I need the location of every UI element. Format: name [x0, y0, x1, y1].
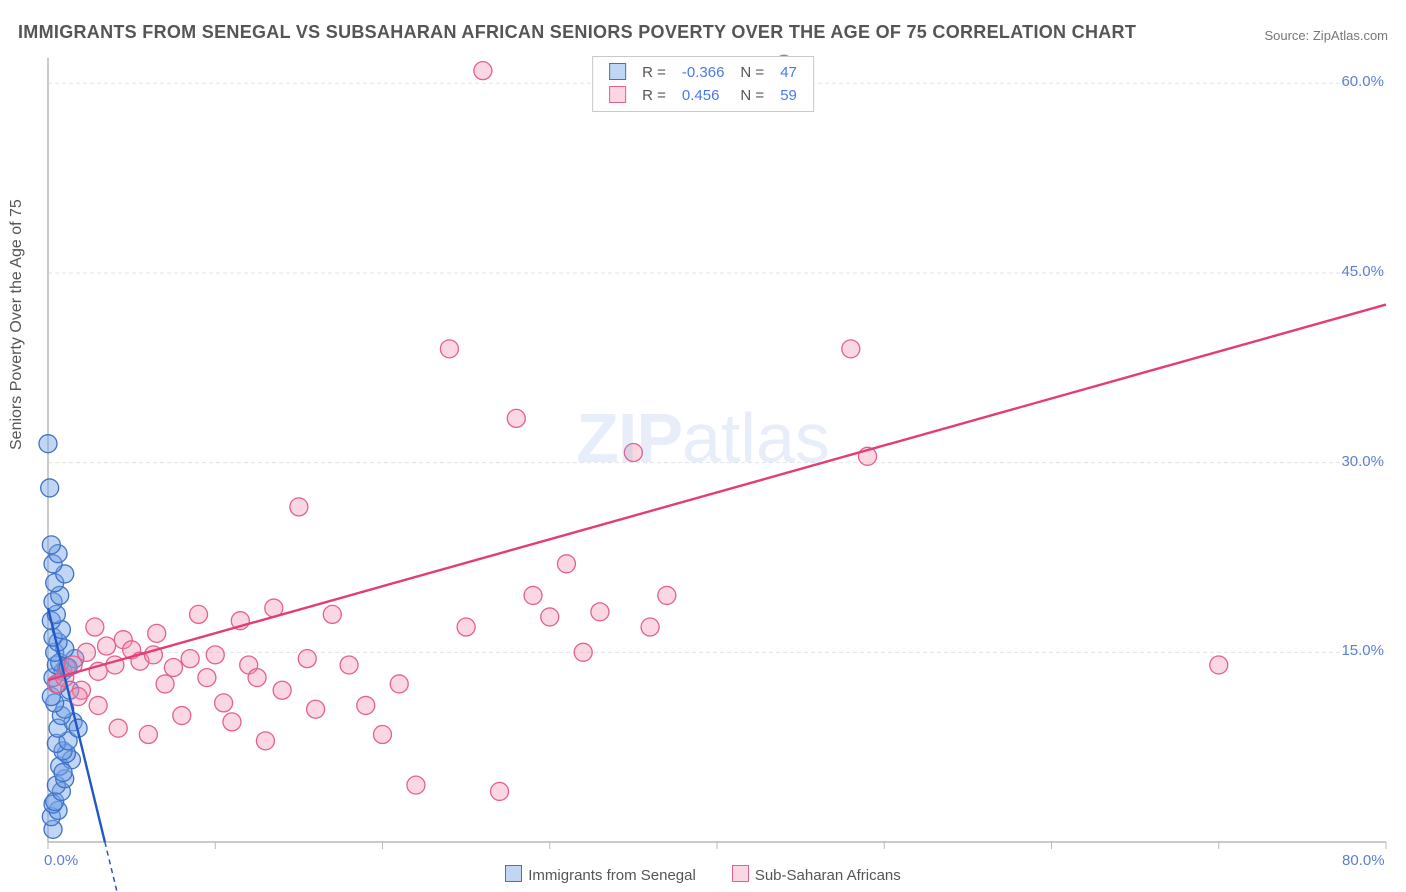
correlation-legend: R =-0.366N =47 R =0.456N =59	[592, 56, 814, 112]
legend-r-value: 0.456	[674, 84, 733, 107]
y-tick-label: 15.0%	[1341, 642, 1384, 659]
y-tick-label: 30.0%	[1341, 453, 1384, 470]
series-legend: Immigrants from Senegal Sub-Saharan Afric…	[0, 865, 1406, 884]
legend-swatch	[609, 86, 626, 103]
x-tick-min: 0.0%	[44, 852, 78, 869]
legend-r-label: R =	[634, 61, 674, 84]
legend-label: Immigrants from Senegal	[528, 867, 696, 884]
legend-swatch	[609, 63, 626, 80]
legend-r-label: R =	[634, 84, 674, 107]
legend-swatch	[505, 865, 522, 882]
y-tick-label: 45.0%	[1341, 263, 1384, 280]
legend-n-label: N =	[732, 84, 772, 107]
legend-item: Sub-Saharan Africans	[732, 867, 901, 884]
legend-n-value: 59	[772, 84, 805, 107]
legend-swatch	[732, 865, 749, 882]
legend-n-value: 47	[772, 61, 805, 84]
legend-n-label: N =	[732, 61, 772, 84]
legend-label: Sub-Saharan Africans	[755, 867, 901, 884]
y-axis-label: Seniors Poverty Over the Age of 75	[8, 199, 26, 450]
y-tick-label: 60.0%	[1341, 73, 1384, 90]
x-tick-max: 80.0%	[1342, 852, 1385, 869]
chart-container: IMMIGRANTS FROM SENEGAL VS SUBSAHARAN AF…	[0, 0, 1406, 892]
scatter-plot	[0, 0, 1406, 892]
legend-item: Immigrants from Senegal	[505, 867, 696, 884]
legend-r-value: -0.366	[674, 61, 733, 84]
